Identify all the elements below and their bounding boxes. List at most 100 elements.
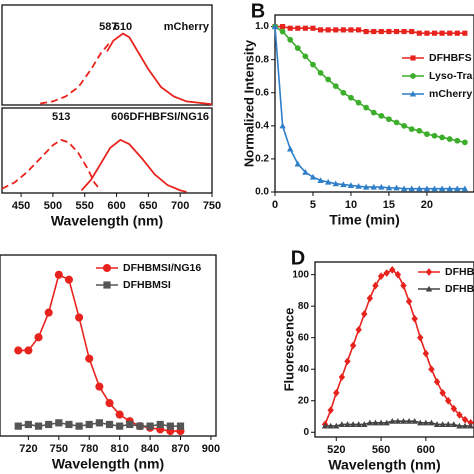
series-line <box>1 138 102 191</box>
x-tick-label: 840 <box>141 443 159 455</box>
marker <box>146 422 154 430</box>
plot-frame <box>274 14 474 193</box>
marker <box>409 28 415 35</box>
marker <box>65 420 73 429</box>
plot-frame <box>1 4 213 106</box>
marker <box>156 420 164 429</box>
legend-label: DFHBFS <box>429 52 472 64</box>
marker <box>126 420 134 429</box>
marker <box>378 113 385 119</box>
marker <box>433 421 441 427</box>
marker <box>340 27 346 33</box>
marker <box>54 270 63 279</box>
marker <box>279 28 286 35</box>
marker <box>302 25 308 31</box>
marker <box>366 294 374 303</box>
marker <box>355 325 362 334</box>
marker <box>338 373 346 381</box>
marker <box>433 377 441 386</box>
marker <box>454 137 461 144</box>
marker <box>294 45 301 51</box>
marker <box>348 27 354 33</box>
marker <box>431 185 438 192</box>
x-tick-label: 5 <box>310 199 316 211</box>
marker <box>424 131 430 137</box>
x-tick-label: 870 <box>171 443 189 455</box>
marker <box>411 418 418 424</box>
marker <box>422 419 430 426</box>
y-tick-label: 20 <box>298 395 310 406</box>
marker <box>287 36 294 43</box>
marker <box>294 160 301 167</box>
y-tick-label: 60 <box>298 332 310 343</box>
marker <box>344 357 351 366</box>
x-axis-label: Wavelength (nm) <box>51 213 163 229</box>
legend-label: DFHBI <box>445 283 474 295</box>
marker <box>363 104 370 111</box>
marker <box>456 411 463 419</box>
marker <box>14 346 23 355</box>
y-axis-label: Normalized Intensity <box>241 39 256 167</box>
marker <box>324 178 332 185</box>
legend-label: DFHBMSI/NG16 <box>123 262 201 274</box>
marker <box>378 28 384 35</box>
marker <box>428 365 435 374</box>
marker <box>462 139 468 146</box>
x-tick-label: 550 <box>76 200 94 212</box>
plot-label: mCherry <box>164 21 210 33</box>
marker <box>349 421 357 427</box>
marker <box>408 126 415 133</box>
x-tick-label: 780 <box>80 443 98 455</box>
marker <box>410 55 416 61</box>
marker <box>325 76 332 83</box>
marker <box>115 410 124 419</box>
marker <box>361 421 368 427</box>
marker <box>454 30 460 36</box>
marker <box>309 173 317 180</box>
marker <box>34 422 43 430</box>
marker <box>446 185 453 192</box>
marker <box>400 185 408 192</box>
marker <box>332 83 339 90</box>
peak-label: 610 <box>114 21 132 33</box>
marker <box>393 184 400 191</box>
plot-frame <box>1 107 213 194</box>
marker <box>447 30 453 36</box>
x-tick-label: 520 <box>327 444 345 456</box>
marker <box>446 136 453 142</box>
marker <box>456 422 463 429</box>
marker <box>450 421 458 427</box>
legend-label: DFHBI <box>445 266 474 278</box>
marker <box>344 421 351 427</box>
marker <box>386 28 392 35</box>
marker <box>372 419 379 426</box>
y-tick-label: 80 <box>298 301 310 312</box>
series-line <box>106 32 213 106</box>
x-axis-label: Time (min) <box>329 212 400 228</box>
marker <box>393 119 400 126</box>
marker <box>348 94 354 101</box>
marker <box>333 389 340 397</box>
marker <box>295 25 301 31</box>
marker <box>467 422 474 429</box>
marker <box>95 419 103 427</box>
peak-label: 513 <box>52 111 70 123</box>
marker <box>386 116 392 123</box>
legend-label: DFHBMSI <box>123 279 171 291</box>
y-tick-label: 40 <box>298 364 310 375</box>
marker <box>75 313 84 322</box>
marker <box>462 30 468 36</box>
series-line <box>274 25 466 144</box>
marker <box>302 53 309 60</box>
y-tick-label: 0.4 <box>255 120 269 131</box>
x-tick-label: 450 <box>12 200 30 212</box>
x-tick-label: 20 <box>421 199 433 211</box>
panel-label: B <box>251 0 265 22</box>
x-tick-label: 720 <box>19 443 37 455</box>
plot-label: DFHBFSI/NG16 <box>130 111 209 123</box>
marker <box>166 422 174 430</box>
series-line <box>80 138 187 193</box>
marker <box>370 109 377 116</box>
y-tick-label: 1.0 <box>255 21 269 32</box>
x-tick-label: 500 <box>44 200 62 212</box>
